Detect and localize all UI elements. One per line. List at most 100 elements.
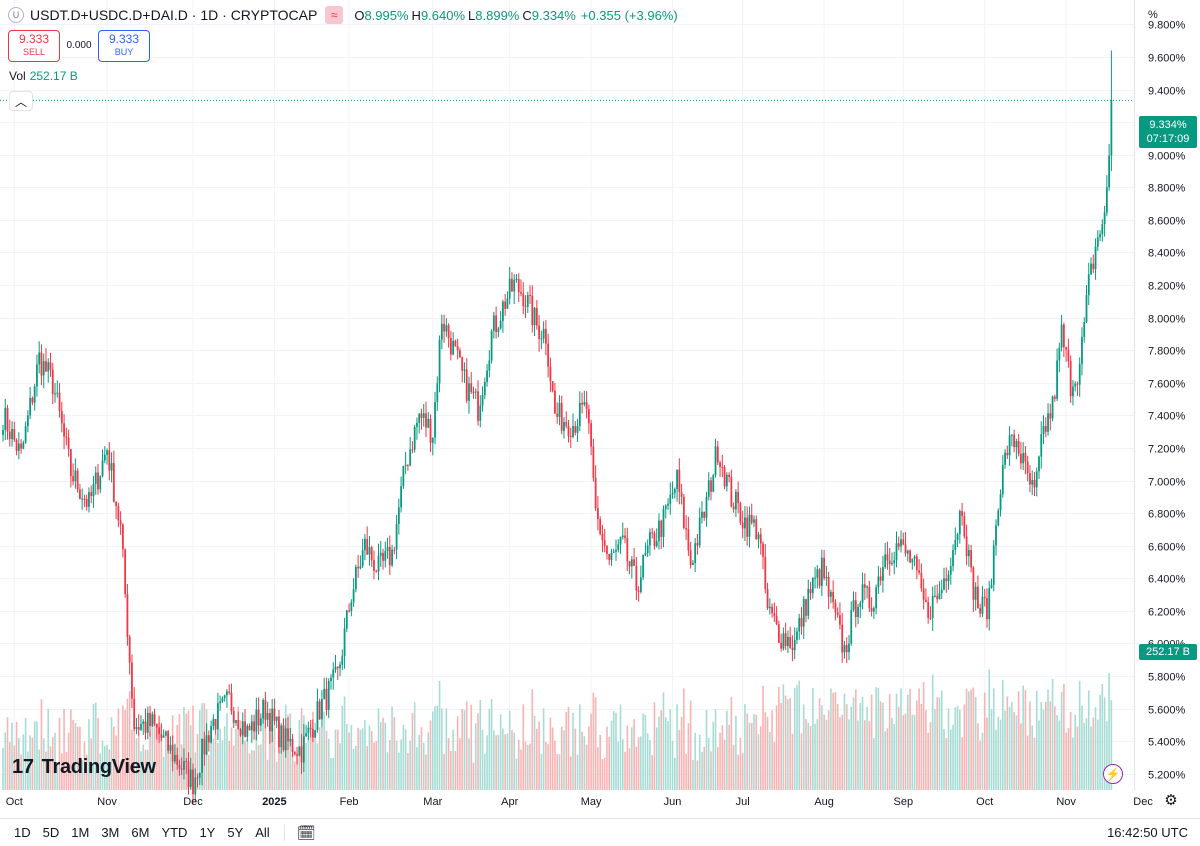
buy-button[interactable]: 9.333 BUY xyxy=(98,30,150,62)
candle-body xyxy=(69,449,72,477)
candle-body xyxy=(569,436,572,438)
candle-body xyxy=(119,520,122,525)
volume-bar xyxy=(65,751,68,790)
candlestick-chart[interactable]: 9.800%9.600%9.400%9.200%9.000%8.800%8.60… xyxy=(0,0,1200,818)
candle-body xyxy=(617,544,620,550)
volume-bar xyxy=(1058,720,1061,790)
candle-body xyxy=(29,397,32,416)
volume-bar xyxy=(680,717,683,790)
range-6m-button[interactable]: 6M xyxy=(131,825,150,840)
price-scale-unit[interactable]: % xyxy=(1148,9,1158,21)
candle-body xyxy=(11,428,13,440)
candle-body xyxy=(818,569,821,586)
candle-body xyxy=(949,566,952,575)
range-1y-button[interactable]: 1Y xyxy=(199,825,216,840)
candle-body xyxy=(230,692,233,712)
volume-bar xyxy=(187,710,190,790)
tradingview-wordmark: TradingView xyxy=(41,755,156,778)
range-1m-button[interactable]: 1M xyxy=(71,825,90,840)
candle-body xyxy=(103,454,106,461)
volume-bar xyxy=(196,733,199,790)
lightning-icon[interactable]: ⚡ xyxy=(1103,764,1123,784)
volume-bar xyxy=(624,751,626,790)
candle-body xyxy=(128,636,131,663)
candle-body xyxy=(646,545,649,554)
candle-body xyxy=(626,538,629,562)
volume-bar xyxy=(251,750,253,790)
utc-clock[interactable]: 16:42:50 UTC xyxy=(1107,825,1188,840)
candle-body xyxy=(429,418,432,443)
candle-body xyxy=(542,328,545,339)
volume-bar xyxy=(103,745,106,790)
candle-body xyxy=(364,538,366,551)
range-ytd-button[interactable]: YTD xyxy=(161,825,188,840)
volume-bar xyxy=(74,722,77,790)
volume-bar xyxy=(918,688,920,790)
candle-body xyxy=(194,777,197,795)
range-5y-button[interactable]: 5Y xyxy=(227,825,244,840)
candle-body xyxy=(723,467,726,487)
volume-bar xyxy=(8,742,11,790)
volume-bar xyxy=(289,713,292,790)
volume-bar xyxy=(192,705,194,790)
candle-body xyxy=(226,691,228,696)
candle-body xyxy=(952,549,954,567)
candle-body xyxy=(667,503,669,506)
candle-body xyxy=(875,587,878,609)
sell-button[interactable]: 9.333 SELL xyxy=(8,30,60,62)
candle-body xyxy=(567,425,570,437)
candle-body xyxy=(210,726,213,743)
volume-bar xyxy=(1008,706,1011,790)
volume-bar xyxy=(312,711,314,790)
price-tick-label: 9.600% xyxy=(1148,53,1186,65)
range-all-button[interactable]: All xyxy=(255,825,270,840)
candle-body xyxy=(336,666,339,669)
volume-bar xyxy=(809,726,812,790)
volume-bar xyxy=(92,704,95,790)
candle-body xyxy=(922,588,925,600)
candle-body xyxy=(655,541,658,547)
candle-body xyxy=(1006,452,1009,456)
time-axis[interactable]: Oct Nov Dec 2025 Feb Mar Apr May Jun Jul Aug Sep Oct… xyxy=(6,796,1154,808)
collapse-legend-button[interactable]: ︿ xyxy=(9,91,33,111)
candle-body xyxy=(402,466,405,487)
candle-body xyxy=(361,550,364,567)
candle-body xyxy=(811,577,814,594)
volume-bar xyxy=(868,720,871,790)
price-tick-label: 6.400% xyxy=(1148,574,1186,586)
volume-bar xyxy=(1110,700,1113,790)
gear-icon[interactable]: ⚙ xyxy=(1164,792,1178,809)
candle-body xyxy=(884,554,887,568)
symbol-title[interactable]: USDT.D+USDC.D+DAI.D · 1D · CRYPTOCAP xyxy=(30,7,318,23)
candle-body xyxy=(929,617,932,619)
range-1d-button[interactable]: 1D xyxy=(14,825,31,840)
indicator-wave-icon[interactable]: ≈ xyxy=(325,6,344,24)
candle-body xyxy=(1094,246,1097,270)
volume-bar xyxy=(936,697,939,790)
candle-body xyxy=(54,393,56,395)
candle-body xyxy=(246,725,249,737)
volume-bar xyxy=(1094,707,1097,790)
volume-bar xyxy=(441,708,443,790)
calendar-icon[interactable]: 🗓 xyxy=(296,824,316,842)
volume-bar xyxy=(280,738,283,790)
candle-body xyxy=(282,725,285,751)
volume-bar xyxy=(931,674,934,790)
symbol-logo[interactable]: U xyxy=(8,7,24,23)
volume-bar xyxy=(266,759,269,790)
volume-bar xyxy=(72,720,74,790)
candle-body xyxy=(816,569,819,578)
volume-bar xyxy=(158,722,160,790)
volume-bar xyxy=(916,700,918,790)
volume-bar xyxy=(646,733,649,790)
volume-bar xyxy=(834,692,837,790)
volume-bar xyxy=(1042,709,1045,790)
range-3m-button[interactable]: 3M xyxy=(101,825,120,840)
candle-body xyxy=(649,532,651,546)
range-5d-button[interactable]: 5D xyxy=(42,825,60,840)
candle-body xyxy=(857,606,859,618)
buy-price: 9.333 xyxy=(108,32,140,46)
candle-body xyxy=(255,709,258,732)
volume-bar xyxy=(1072,737,1074,790)
volume-bar xyxy=(22,734,25,790)
